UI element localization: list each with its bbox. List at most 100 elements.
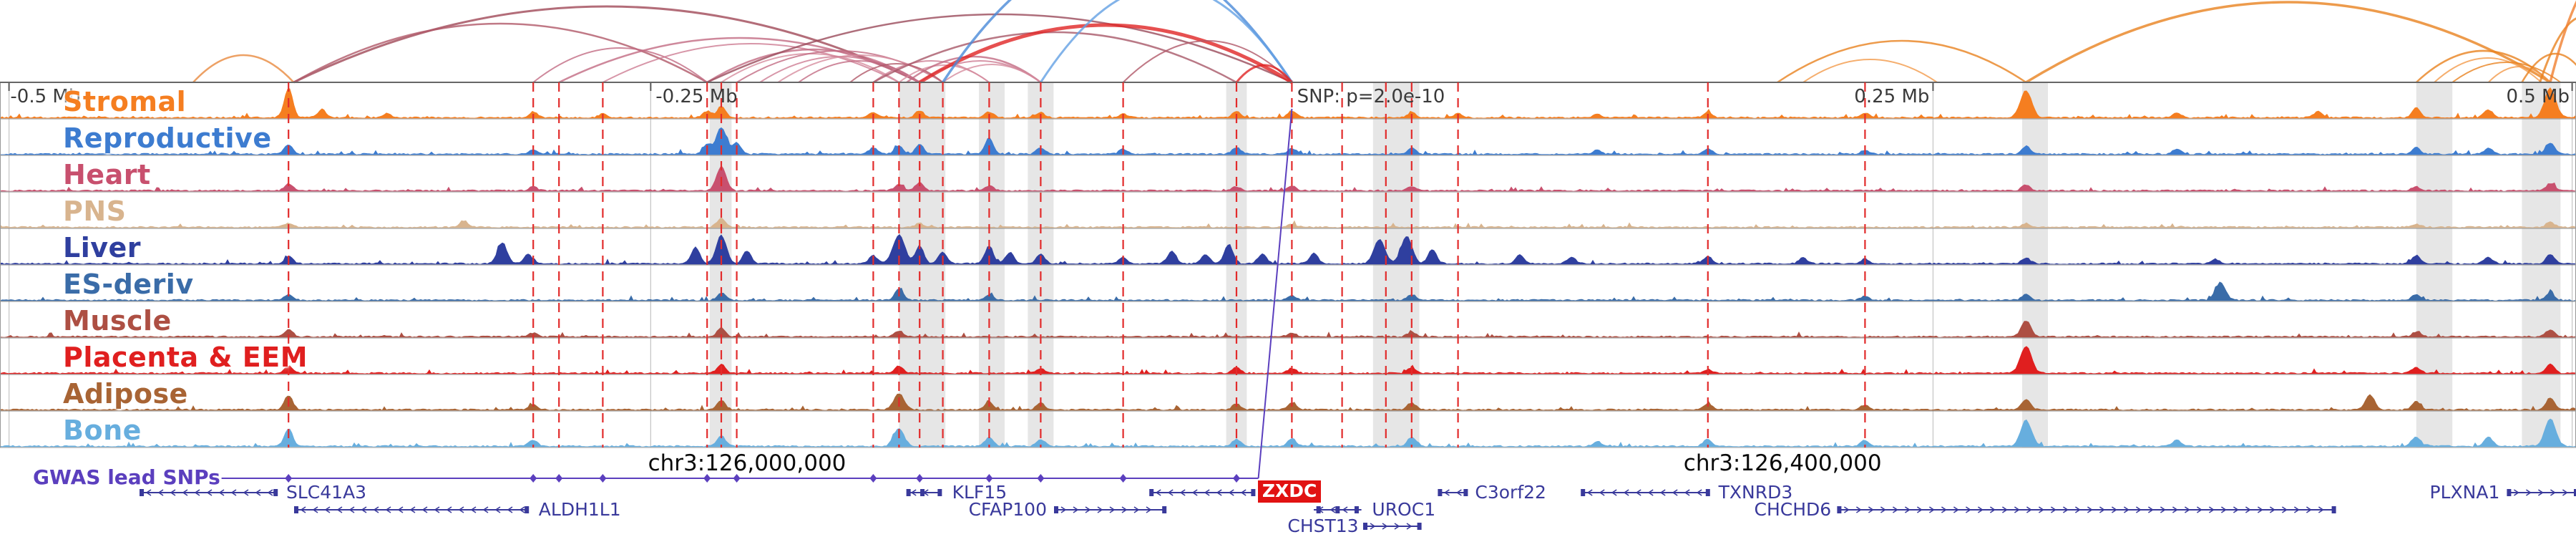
strand-chevron-icon	[2014, 506, 2020, 513]
interaction-arc[interactable]	[872, 31, 1237, 84]
lead-snp-diamond[interactable]	[916, 474, 924, 483]
strand-chevron-icon	[2306, 506, 2312, 513]
strand-chevron-icon	[1659, 489, 1666, 496]
strand-chevron-icon	[519, 506, 525, 513]
interaction-arc[interactable]	[2539, 16, 2576, 83]
strand-chevron-icon	[1109, 506, 1116, 513]
interaction-arc[interactable]	[1040, 0, 1293, 83]
gene-exon	[1251, 489, 1256, 496]
interaction-arc[interactable]	[2521, 52, 2576, 83]
signal-es-deriv[interactable]	[0, 281, 2576, 301]
interaction-arc[interactable]	[2025, 1, 2551, 84]
interaction-arc[interactable]	[2415, 49, 2551, 83]
interaction-arc[interactable]	[293, 5, 920, 84]
strand-chevron-icon	[507, 506, 513, 513]
interaction-arc[interactable]	[2549, 0, 2576, 83]
signal-placenta-eem[interactable]	[0, 346, 2576, 374]
interaction-arc[interactable]	[1122, 40, 1293, 83]
lead-snp-diamond[interactable]	[703, 474, 711, 483]
strand-chevron-icon	[1928, 506, 1935, 513]
strand-chevron-icon	[2562, 489, 2568, 496]
gene-exon	[1054, 506, 1058, 513]
gene-exon	[2331, 506, 2336, 513]
interaction-arc[interactable]	[1802, 59, 1938, 83]
strand-chevron-icon	[170, 489, 176, 496]
strand-chevron-icon	[1989, 506, 1996, 513]
gene-exon	[1316, 506, 1321, 513]
interaction-arc[interactable]	[2487, 66, 2551, 83]
strand-chevron-icon	[2172, 506, 2178, 513]
interaction-arc[interactable]	[1235, 64, 1293, 83]
lead-snp-diamond[interactable]	[530, 474, 537, 483]
interaction-arc[interactable]	[532, 47, 708, 83]
signal-heart[interactable]	[0, 165, 2576, 192]
lead-snp-diamond[interactable]	[1119, 474, 1127, 483]
strand-chevron-icon	[1941, 506, 1947, 513]
strand-chevron-icon	[1097, 506, 1103, 513]
interaction-arc[interactable]	[1777, 39, 2027, 84]
strand-chevron-icon	[1843, 506, 1850, 513]
interaction-arc[interactable]	[906, 55, 1042, 83]
lead-snp-diamond[interactable]	[733, 474, 741, 483]
lead-snp-diamond[interactable]	[1037, 474, 1045, 483]
strand-chevron-icon	[1228, 489, 1234, 496]
strand-chevron-icon	[1455, 489, 1462, 496]
signal-stromal[interactable]	[0, 87, 2576, 119]
strand-chevron-icon	[458, 506, 464, 513]
interaction-arc[interactable]	[602, 43, 899, 83]
interaction-arc[interactable]	[2434, 57, 2542, 83]
strand-chevron-icon	[1599, 489, 1605, 496]
lead-snp-diamond[interactable]	[285, 474, 293, 483]
strand-chevron-icon	[1892, 506, 1898, 513]
gene-exon	[525, 506, 530, 513]
strand-chevron-icon	[373, 506, 379, 513]
interaction-arc[interactable]	[942, 0, 1293, 83]
interaction-arc[interactable]	[706, 13, 1292, 84]
interaction-arc[interactable]	[2451, 62, 2561, 83]
lead-snp-diamond[interactable]	[599, 474, 607, 483]
strand-chevron-icon	[267, 489, 273, 496]
strand-chevron-icon	[2281, 506, 2288, 513]
strand-chevron-icon	[206, 489, 213, 496]
signal-adipose[interactable]	[0, 393, 2576, 411]
interaction-arc[interactable]	[898, 64, 990, 83]
gene-exon	[2507, 489, 2512, 496]
strand-chevron-icon	[1121, 506, 1128, 513]
strand-chevron-icon	[255, 489, 261, 496]
strand-chevron-icon	[2087, 506, 2093, 513]
strand-chevron-icon	[1672, 489, 1678, 496]
strand-chevron-icon	[2525, 489, 2532, 496]
strand-chevron-icon	[1342, 506, 1348, 513]
gene-exon	[273, 489, 278, 496]
gene-exon	[1837, 506, 1842, 513]
signal-reproductive[interactable]	[0, 127, 2576, 155]
strand-chevron-icon	[2269, 506, 2275, 513]
interaction-arc[interactable]	[918, 23, 1293, 84]
strand-chevron-icon	[1611, 489, 1617, 496]
lead-snp-diamond[interactable]	[1233, 474, 1240, 483]
strand-chevron-icon	[182, 489, 188, 496]
signal-pns[interactable]	[0, 217, 2576, 228]
interaction-arc[interactable]	[942, 64, 1041, 83]
signal-muscle[interactable]	[0, 321, 2576, 338]
interaction-arc[interactable]	[798, 60, 920, 83]
interaction-arc[interactable]	[777, 54, 944, 83]
lead-snp-diamond[interactable]	[985, 474, 993, 483]
strand-chevron-icon	[1953, 506, 1959, 513]
gene-exon	[2574, 489, 2576, 496]
lead-snp-diamond[interactable]	[555, 474, 563, 483]
strand-chevron-icon	[2220, 506, 2227, 513]
interaction-arc[interactable]	[293, 22, 708, 84]
strand-chevron-icon	[1977, 506, 1984, 513]
lead-snp-diamond[interactable]	[869, 474, 877, 483]
strand-chevron-icon	[409, 506, 416, 513]
signal-liver[interactable]	[0, 233, 2576, 265]
strand-chevron-icon	[1179, 489, 1186, 496]
signal-bone[interactable]	[0, 418, 2576, 448]
strand-chevron-icon	[421, 506, 428, 513]
strand-chevron-icon	[336, 506, 343, 513]
strand-chevron-icon	[2293, 506, 2300, 513]
strand-chevron-icon	[397, 506, 404, 513]
interaction-arc[interactable]	[192, 54, 295, 83]
